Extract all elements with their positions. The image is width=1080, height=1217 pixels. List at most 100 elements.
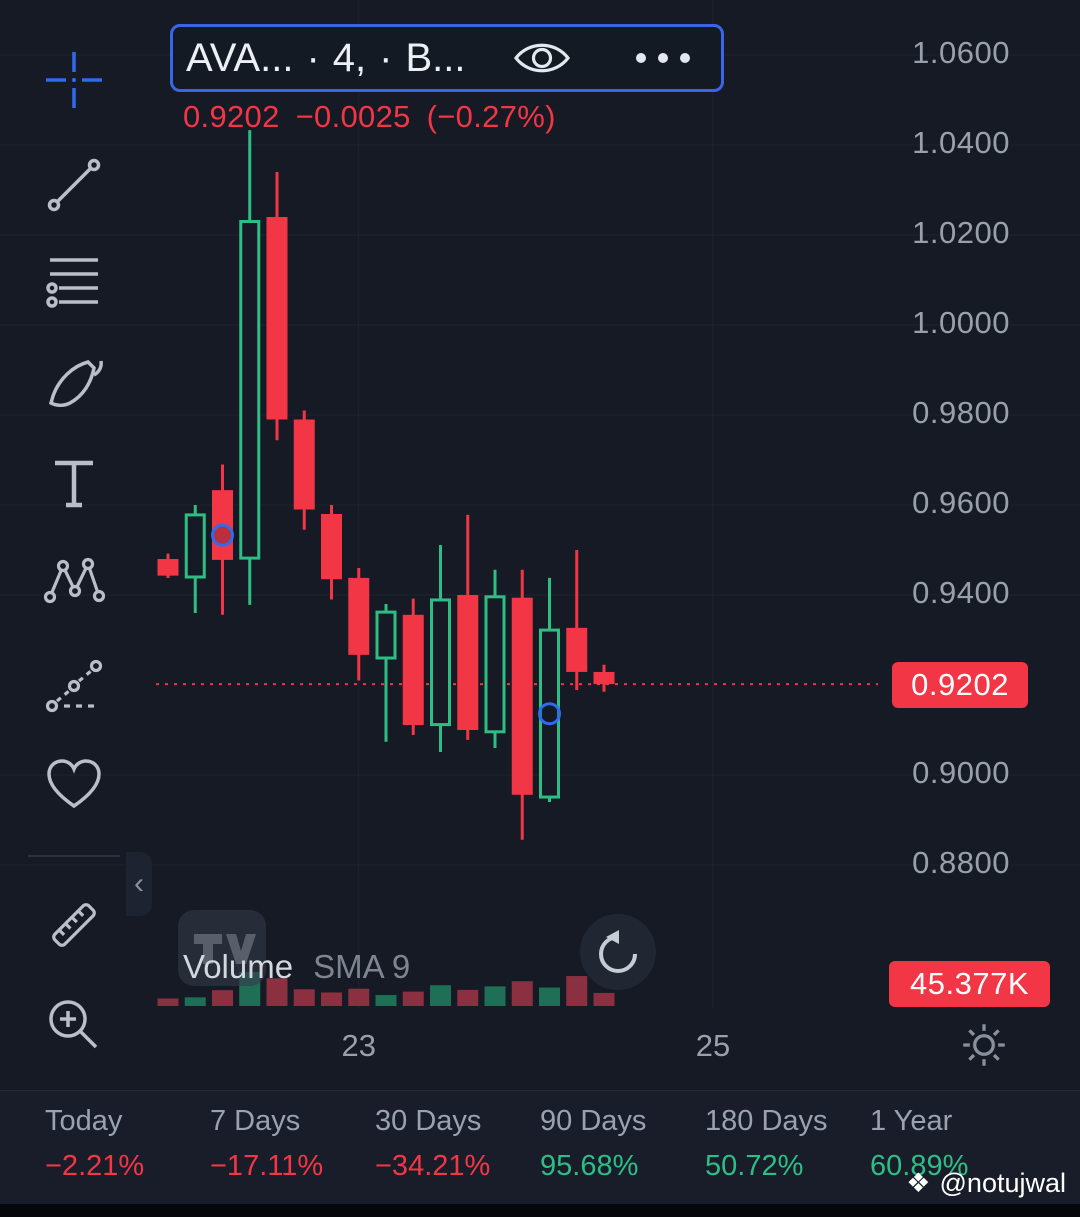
measure-tool-button[interactable]: [29, 880, 119, 970]
stat-90-days: 90 Days 95.68%: [540, 1105, 705, 1183]
volume-bar[interactable]: [457, 989, 479, 1006]
candle-body[interactable]: [184, 513, 206, 579]
crosshair-icon: [46, 52, 102, 108]
price-axis-label: 1.0600: [912, 35, 1010, 70]
stat-180-days: 180 Days 50.72%: [705, 1105, 870, 1183]
fib-retracement-tool-button[interactable]: [29, 237, 119, 327]
symbol-title: AVA... · 4, · B...: [173, 36, 466, 81]
time-axis-label: 25: [695, 1028, 731, 1063]
volume-bar[interactable]: [539, 987, 560, 1006]
volume-bar[interactable]: [511, 981, 533, 1006]
text-tool-button[interactable]: [29, 438, 119, 528]
price-axis-label: 0.9800: [912, 395, 1010, 430]
xabcd-pattern-tool-button[interactable]: [29, 538, 119, 628]
zoom-in-icon: [49, 1000, 98, 1049]
forecast-tool-button[interactable]: [29, 641, 119, 731]
volume-bar[interactable]: [566, 976, 588, 1006]
sma-indicator-label[interactable]: SMA 9: [313, 948, 411, 985]
stat-value: −2.21%: [45, 1150, 145, 1182]
price-axis-label: 1.0200: [912, 215, 1010, 250]
stat-value: 95.68%: [540, 1150, 639, 1182]
volume-bar[interactable]: [402, 991, 424, 1006]
price-change-pct: (−0.27%): [426, 99, 556, 134]
three-dots-icon: [636, 53, 690, 63]
separator-dot: ·: [379, 35, 393, 80]
volume-bar[interactable]: [266, 978, 288, 1006]
time-axis[interactable]: 23 25: [0, 1028, 1080, 1078]
candlestick-chart[interactable]: [0, 0, 1080, 1095]
toolbar-collapse-handle[interactable]: ‹: [126, 852, 152, 916]
trend-line-icon: [47, 158, 101, 212]
text-tool-icon: [55, 460, 93, 508]
candle-body[interactable]: [239, 220, 261, 560]
volume-bar[interactable]: [321, 992, 342, 1006]
drawing-toolbar: ‹: [0, 0, 152, 1090]
candle-body[interactable]: [566, 627, 588, 672]
refresh-button[interactable]: [580, 914, 656, 990]
interval-label: 4,: [332, 35, 367, 80]
indicator-legend: Volume SMA 9: [183, 948, 410, 986]
price-axis[interactable]: 1.0600 1.0400 1.0200 1.0000 0.9800 0.9600 0.94…: [860, 0, 1080, 1010]
stat-label: 180 Days: [705, 1105, 828, 1137]
toolbar-divider: [28, 855, 120, 857]
volume-bar[interactable]: [212, 990, 233, 1006]
volume-bar[interactable]: [430, 985, 451, 1006]
candle-body[interactable]: [511, 597, 533, 795]
candle-body[interactable]: [593, 671, 615, 685]
volume-bar[interactable]: [348, 988, 370, 1006]
candle-body[interactable]: [457, 595, 479, 730]
stat-value: −17.11%: [210, 1150, 324, 1182]
fib-retracement-icon: [46, 258, 98, 308]
candle-body[interactable]: [402, 614, 424, 726]
crosshair-tool-button[interactable]: [29, 35, 119, 125]
candle-body[interactable]: [484, 595, 506, 734]
price-axis-label: 1.0000: [912, 305, 1010, 340]
candle-body[interactable]: [321, 514, 342, 580]
volume-bar[interactable]: [375, 995, 397, 1006]
price-axis-label: 0.9600: [912, 485, 1010, 520]
brush-tool-button[interactable]: [29, 340, 119, 430]
stat-label: 1 Year: [870, 1105, 953, 1137]
volume-bar[interactable]: [293, 989, 315, 1006]
stat-label: 7 Days: [210, 1105, 301, 1137]
stat-value: −34.21%: [375, 1150, 491, 1182]
stat-label: 30 Days: [375, 1105, 482, 1137]
stat-label: Today: [45, 1105, 123, 1137]
volume-indicator-label[interactable]: Volume: [183, 948, 294, 985]
price-axis-label: 0.9000: [912, 755, 1010, 790]
brightness-toggle-button[interactable]: [954, 1020, 1005, 1068]
volume-bar[interactable]: [484, 986, 506, 1006]
candle-body[interactable]: [266, 217, 288, 420]
forecast-tool-icon: [45, 659, 103, 713]
candle-body[interactable]: [293, 419, 315, 510]
current-price-badge: 0.9202: [892, 662, 1028, 709]
last-price: 0.9202: [183, 99, 280, 134]
drawing-anchor-marker[interactable]: [211, 523, 234, 547]
stat-value: 60.89%: [870, 1150, 969, 1182]
price-change-line: 0.9202 −0.0025 (−0.27%): [183, 99, 556, 135]
candle-body[interactable]: [375, 610, 397, 660]
volume-bar[interactable]: [184, 997, 206, 1006]
exchange-label: B...: [405, 35, 466, 80]
zoom-in-tool-button[interactable]: [29, 980, 119, 1070]
candle-body[interactable]: [430, 598, 451, 727]
trend-line-tool-button[interactable]: [29, 140, 119, 230]
separator-dot: ·: [306, 35, 320, 80]
candle-body[interactable]: [157, 559, 179, 576]
volume-bar[interactable]: [157, 998, 179, 1006]
performance-stats-panel: Today −2.21% 7 Days −17.11% 30 Days −34.21% 90…: [0, 1090, 1080, 1217]
diamond-icon: ❖: [906, 1168, 931, 1198]
stat-1-year: 1 Year 60.89%: [870, 1105, 1035, 1183]
candle-body[interactable]: [348, 577, 370, 655]
more-options-button[interactable]: [633, 51, 693, 65]
time-axis-label: 23: [341, 1028, 376, 1063]
visibility-toggle-button[interactable]: [513, 36, 571, 80]
emoji-sticker-tool-button[interactable]: [29, 740, 119, 830]
symbol-header-box[interactable]: AVA... · 4, · B...: [170, 24, 724, 92]
ruler-icon: [52, 903, 96, 947]
stat-30-days: 30 Days −34.21%: [375, 1105, 540, 1183]
price-change: −0.0025: [295, 99, 411, 134]
volume-bar[interactable]: [593, 992, 615, 1006]
drawing-anchor-marker[interactable]: [538, 702, 561, 726]
